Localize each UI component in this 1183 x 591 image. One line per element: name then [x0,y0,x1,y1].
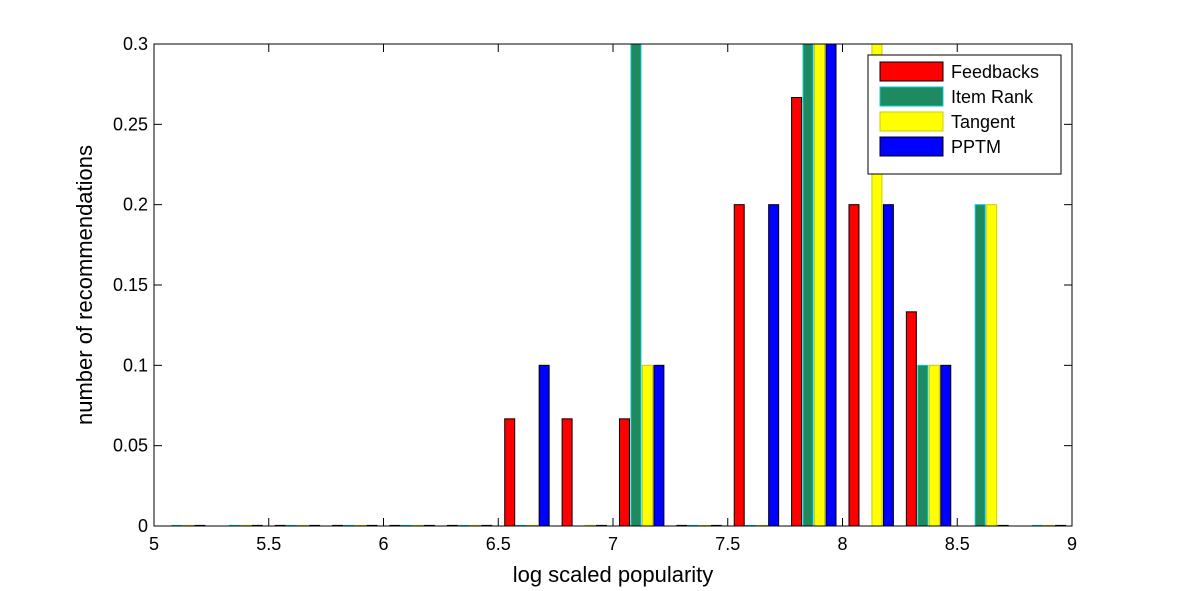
bar-tangent [814,43,826,527]
x-axis: 5 5.5 6 6.5 7 7.5 8 8.5 9 [149,44,1077,554]
bar-pptm [653,364,665,527]
bar-feedbacks [905,311,917,527]
y-tick-label: 0.1 [123,355,148,375]
legend-label-tangent: Tangent [951,112,1015,132]
x-tick-label: 5.5 [256,534,281,554]
legend-label-item-rank: Item Rank [951,87,1034,107]
legend-swatch-item-rank [879,86,944,107]
bar-tangent [928,364,940,527]
x-tick-label: 6 [378,534,388,554]
x-axis-label: log scaled popularity [513,562,714,587]
legend-swatch-pptm [879,136,944,157]
y-tick-label: 0.3 [123,34,148,54]
bar-feedbacks [733,204,745,527]
legend-label-feedbacks: Feedbacks [951,62,1039,82]
legend-label-pptm: PPTM [951,137,1001,157]
y-axis: 0 0.05 0.1 0.15 0.2 0.25 0.3 [113,34,1072,536]
bar-feedbacks [561,418,573,527]
legend-swatch-tangent [879,111,944,132]
y-tick-label: 0 [138,516,148,536]
bar-tangent [641,364,653,527]
bar-pptm [768,204,780,527]
bar-feedbacks [618,418,630,527]
bar-feedbacks [791,97,803,527]
bar-item-rank [802,43,814,527]
x-tick-label: 6.5 [486,534,511,554]
bar-tangent [986,204,998,527]
x-tick-label: 8 [837,534,847,554]
y-tick-label: 0.15 [113,275,148,295]
x-tick-label: 7 [608,534,618,554]
y-tick-label: 0.05 [113,436,148,456]
bar-item-rank [974,204,986,527]
y-tick-label: 0.2 [123,195,148,215]
bar-item-rank [917,364,929,527]
x-tick-label: 8.5 [945,534,970,554]
legend-swatch-feedbacks [879,61,944,82]
bar-pptm [538,364,550,527]
bar-pptm [940,364,952,527]
bar-pptm [882,204,894,527]
x-tick-label: 7.5 [715,534,740,554]
bar-feedbacks [848,204,860,527]
x-tick-label: 5 [149,534,159,554]
x-tick-label: 9 [1067,534,1077,554]
bar-pptm [825,43,837,527]
y-axis-label: number of recommendations [72,145,97,425]
y-tick-label: 0.25 [113,114,148,134]
bar-feedbacks [504,418,516,527]
legend: Feedbacks Item Rank Tangent PPTM [867,54,1062,175]
bar-item-rank [630,43,642,527]
